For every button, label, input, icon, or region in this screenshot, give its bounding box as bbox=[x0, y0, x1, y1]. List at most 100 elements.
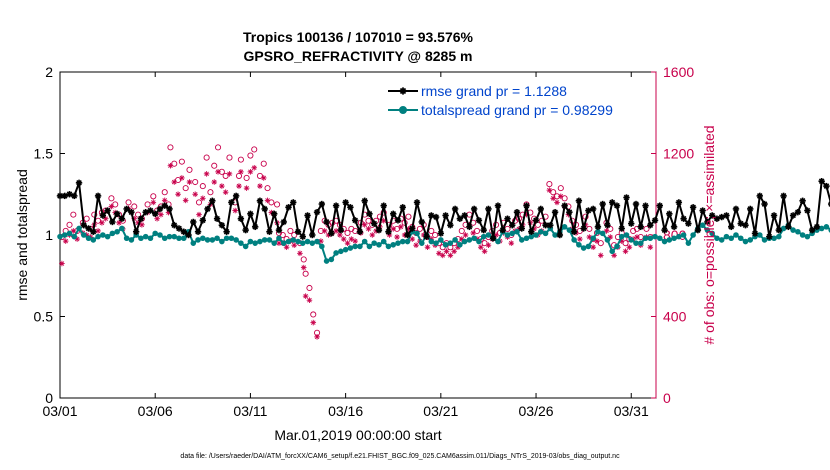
rmse-point bbox=[242, 226, 249, 234]
obs-assimilated-point bbox=[478, 244, 484, 251]
x-axis-label: Mar.01,2019 00:00:00 start bbox=[274, 427, 441, 443]
obs-possible-point bbox=[287, 227, 294, 234]
rmse-point bbox=[513, 208, 521, 216]
spread-point bbox=[633, 240, 639, 246]
spread-point bbox=[176, 235, 182, 242]
spread-point bbox=[280, 240, 287, 246]
rmse-point bbox=[261, 205, 268, 213]
legend-rmse-label: rmse grand pr = 1.1288 bbox=[421, 83, 567, 99]
spread-point bbox=[533, 232, 539, 238]
rmse-point bbox=[394, 217, 402, 224]
obs-possible-point bbox=[182, 185, 189, 192]
rmse-point bbox=[80, 222, 88, 229]
rmse-point bbox=[318, 200, 326, 208]
obs-possible-point bbox=[607, 225, 614, 232]
spread-point bbox=[747, 237, 754, 243]
rmse-point bbox=[71, 192, 78, 200]
rmse-point bbox=[556, 231, 564, 239]
obs-possible-point bbox=[643, 225, 650, 232]
rmse-point bbox=[489, 235, 497, 242]
rmse-point bbox=[223, 228, 230, 235]
spread-point bbox=[238, 240, 244, 246]
spread-point bbox=[480, 233, 487, 240]
obs-possible-point bbox=[247, 152, 254, 159]
spread-point bbox=[595, 228, 601, 235]
spread-point bbox=[309, 240, 316, 246]
obs-possible-point bbox=[237, 156, 244, 163]
spread-point bbox=[728, 235, 735, 242]
rmse-point bbox=[337, 226, 345, 234]
obs-assimilated-point bbox=[443, 248, 450, 255]
rmse-point bbox=[423, 233, 430, 240]
spread-point bbox=[352, 243, 358, 250]
obs-assimilated-point bbox=[550, 195, 556, 202]
rmse-point bbox=[432, 213, 440, 221]
spread-point bbox=[418, 240, 425, 246]
spread-point bbox=[138, 235, 144, 242]
rmse-point bbox=[761, 200, 768, 208]
obs-assimilated-point bbox=[470, 230, 477, 236]
obs-possible-point bbox=[264, 185, 271, 192]
rmse-point bbox=[499, 226, 506, 234]
spread-point bbox=[357, 243, 363, 250]
rmse-point bbox=[632, 200, 640, 208]
obs-possible-point bbox=[279, 231, 286, 239]
spread-point bbox=[195, 237, 201, 243]
rmse-point bbox=[152, 210, 159, 218]
y-tick-label: 0.5 bbox=[34, 309, 54, 325]
obs-assimilated-point bbox=[447, 252, 454, 259]
rmse-point bbox=[566, 208, 573, 216]
spread-point bbox=[618, 233, 625, 240]
spread-point bbox=[209, 237, 216, 243]
rmse-point bbox=[785, 223, 792, 231]
rmse-point bbox=[180, 228, 187, 235]
rmse-point bbox=[699, 207, 706, 214]
spread-point bbox=[161, 235, 168, 242]
obs-assimilated-point bbox=[390, 226, 397, 232]
spread-point bbox=[585, 243, 592, 250]
rmse-point bbox=[194, 228, 202, 235]
spread-point bbox=[200, 235, 206, 242]
rmse-point bbox=[390, 210, 397, 218]
obs-assimilated-point bbox=[95, 228, 101, 234]
spread-point bbox=[314, 238, 320, 245]
obs-assimilated-point bbox=[161, 197, 168, 204]
spread-point bbox=[661, 238, 668, 245]
rmse-point bbox=[409, 225, 416, 232]
spread-point bbox=[737, 235, 744, 242]
spread-point bbox=[580, 245, 587, 251]
rmse-point bbox=[685, 220, 692, 227]
spread-point bbox=[171, 233, 178, 240]
spread-point bbox=[109, 230, 116, 237]
spread-point bbox=[509, 230, 516, 237]
spread-point bbox=[214, 235, 220, 242]
rmse-point bbox=[466, 223, 473, 231]
obs-assimilated-point bbox=[251, 164, 258, 171]
obs-assimilated-point bbox=[451, 248, 457, 255]
plot-area bbox=[59, 71, 657, 399]
rmse-point bbox=[780, 192, 787, 200]
rmse-point bbox=[90, 228, 97, 235]
spread-point bbox=[252, 240, 258, 246]
obs-assimilated-point bbox=[74, 236, 80, 242]
rmse-point bbox=[237, 215, 245, 222]
rmse-point bbox=[680, 215, 687, 222]
obs-possible-point bbox=[432, 231, 439, 239]
obs-possible-point bbox=[416, 225, 423, 232]
obs-assimilated-point bbox=[369, 232, 376, 238]
spread-point bbox=[261, 237, 268, 243]
rmse-point bbox=[413, 199, 421, 206]
obs-possible-point bbox=[481, 240, 488, 247]
rmse-point bbox=[123, 205, 130, 213]
spread-point bbox=[376, 241, 382, 248]
rmse-point bbox=[628, 220, 635, 227]
rmse-point bbox=[470, 205, 478, 213]
spread-point bbox=[704, 227, 711, 233]
spread-point bbox=[604, 237, 611, 243]
obs-possible-point bbox=[192, 178, 199, 186]
spread-point bbox=[57, 233, 63, 240]
spread-point bbox=[242, 243, 249, 250]
obs-assimilated-point bbox=[398, 224, 404, 230]
rmse-point bbox=[770, 212, 778, 219]
spread-point bbox=[204, 237, 211, 243]
